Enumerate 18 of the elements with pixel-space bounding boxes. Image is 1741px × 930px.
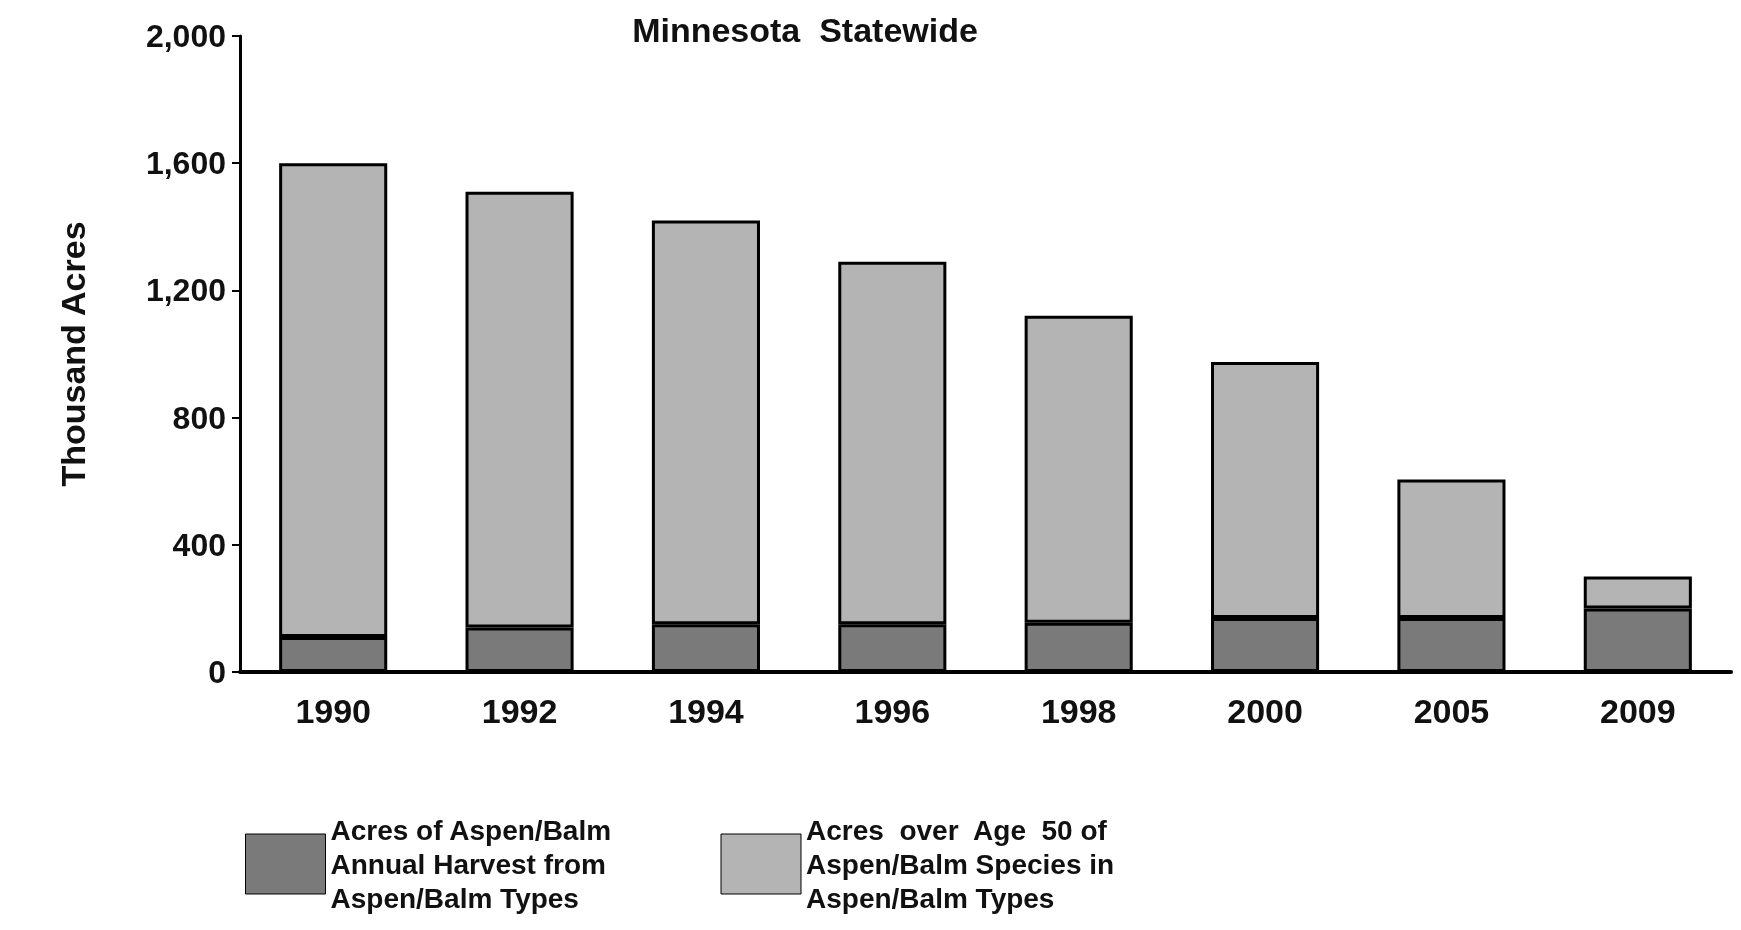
x-tick-label: 2000 bbox=[1227, 692, 1303, 730]
x-tick-label: 1996 bbox=[854, 692, 931, 730]
y-tick-label: 1,600 bbox=[145, 145, 226, 182]
x-tick-label: 1992 bbox=[481, 692, 558, 730]
y-tick-label: 400 bbox=[172, 526, 226, 563]
legend-label: Acres over Age 50 of Aspen/Balm Species in Aspen/Balm Types bbox=[806, 814, 1122, 914]
y-axis-title: Thousand Acres bbox=[54, 221, 92, 487]
y-tick-label: 1,200 bbox=[145, 272, 226, 309]
x-tick-label: 1994 bbox=[668, 692, 744, 730]
y-tick-label: 0 bbox=[208, 654, 226, 690]
x-tick-label: 2005 bbox=[1413, 692, 1490, 730]
y-tick-label: 2,000 bbox=[145, 18, 226, 54]
x-tick-label: 2009 bbox=[1599, 692, 1676, 730]
x-tick-label: 1990 bbox=[295, 692, 372, 730]
y-tick-label: 800 bbox=[172, 399, 226, 436]
chart-title: Minnesota Statewide bbox=[632, 11, 978, 49]
x-tick-label: 1998 bbox=[1040, 692, 1117, 730]
legend-label: Acres of Aspen/Balm Annual Harvest from Aspen/Balm Types bbox=[330, 814, 619, 914]
